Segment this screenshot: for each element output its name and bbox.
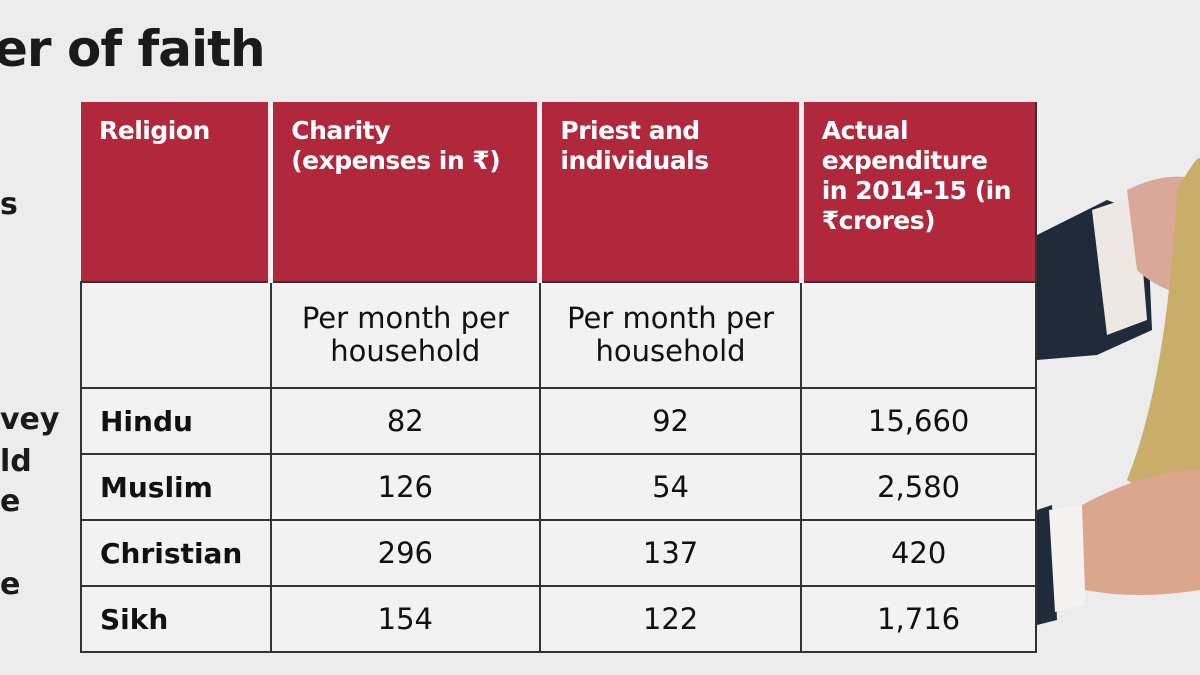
religion-cell: Sikh	[80, 585, 272, 653]
charity-cell: 126	[269, 453, 541, 521]
religion-cell: Muslim	[80, 453, 272, 521]
actual-cell: 15,660	[800, 387, 1037, 455]
subheader-cell	[800, 281, 1037, 389]
header-priest: Priest and individuals	[539, 102, 804, 282]
text-fragment: e	[0, 567, 21, 602]
charity-cell: 154	[269, 585, 541, 653]
subheader-cell: Per month per household	[538, 281, 803, 389]
text-fragment: s	[0, 187, 18, 222]
priest-cell: 122	[538, 585, 803, 653]
text-fragment: ld	[0, 444, 32, 479]
table-row: Sikh 154 122 1,716	[80, 585, 1037, 653]
donation-photo	[1037, 0, 1200, 675]
subheader-row: Per month per household Per month per ho…	[80, 281, 1037, 389]
charity-cell: 296	[269, 519, 541, 587]
actual-cell: 1,716	[800, 585, 1037, 653]
header-religion: Religion	[81, 102, 274, 282]
header-actual: Actual expenditure in 2014-15 (in ₹crore…	[801, 102, 1037, 282]
table-row: Hindu 82 92 15,660	[80, 387, 1037, 455]
page-title: er of faith	[0, 20, 266, 78]
priest-cell: 137	[538, 519, 803, 587]
actual-cell: 2,580	[800, 453, 1037, 521]
subheader-cell: Per month per household	[269, 281, 541, 389]
table-row: Muslim 126 54 2,580	[80, 453, 1037, 521]
text-fragment: vey	[0, 402, 60, 437]
text-fragment: e	[0, 484, 21, 519]
priest-cell: 92	[538, 387, 803, 455]
actual-cell: 420	[800, 519, 1037, 587]
table-row: Christian 296 137 420	[80, 519, 1037, 587]
charity-cell: 82	[269, 387, 541, 455]
religion-cell: Hindu	[80, 387, 272, 455]
header-row: Religion Charity (expenses in ₹) Priest …	[81, 102, 1037, 282]
priest-cell: 54	[538, 453, 803, 521]
subheader-cell	[80, 281, 272, 389]
header-charity: Charity (expenses in ₹)	[270, 102, 543, 282]
faith-expenditure-table: Religion Charity (expenses in ₹) Priest …	[80, 102, 1037, 653]
religion-cell: Christian	[80, 519, 272, 587]
